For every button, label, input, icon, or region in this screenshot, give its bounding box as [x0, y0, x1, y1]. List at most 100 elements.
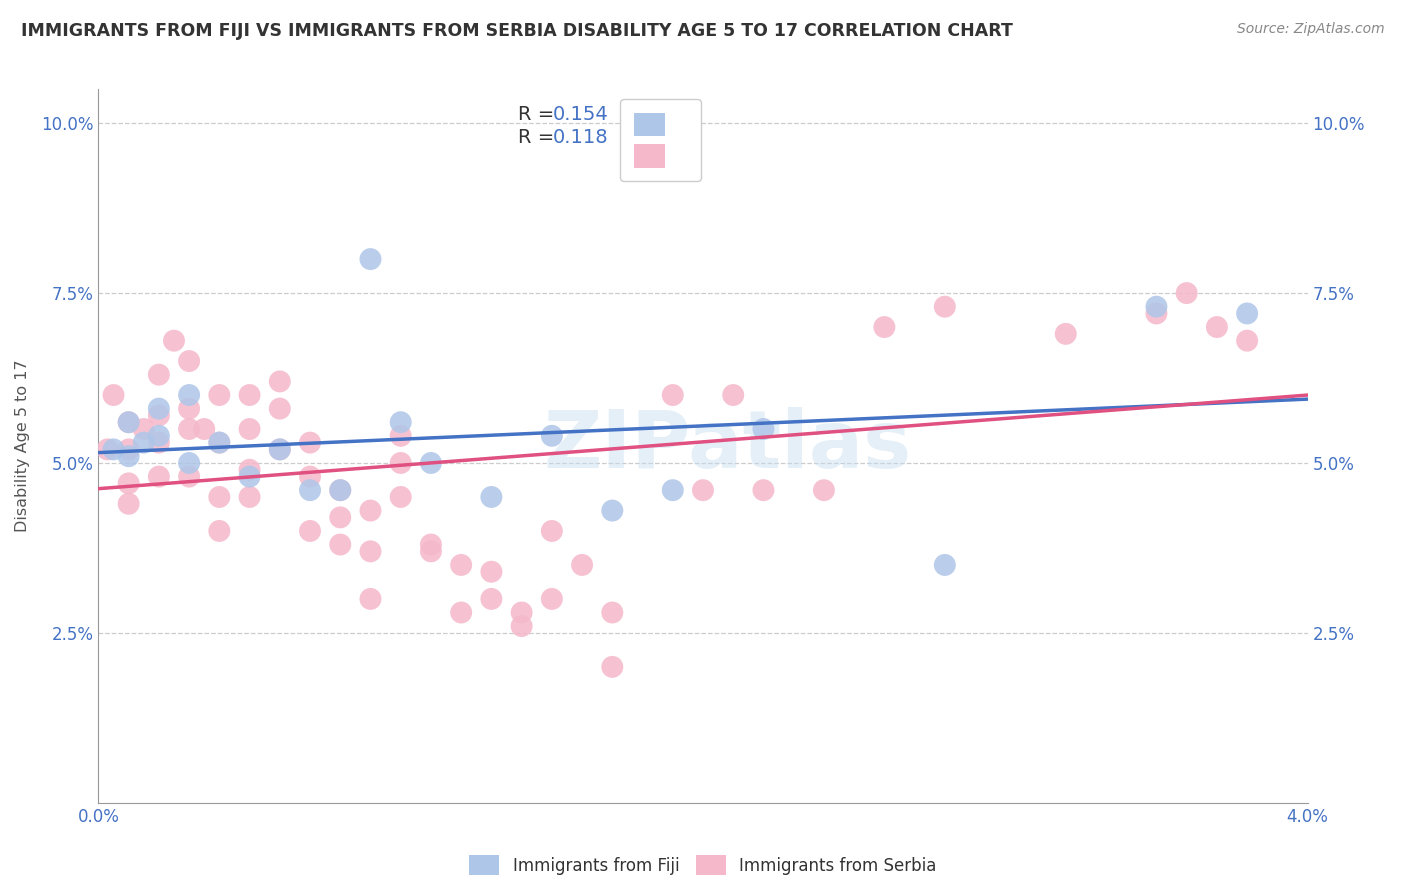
Point	[541, 591, 564, 606]
Point	[631, 150, 654, 164]
Text: ZIPatlas: ZIPatlas	[543, 407, 911, 485]
Point	[208, 435, 231, 450]
Point	[163, 334, 186, 348]
Point	[329, 483, 352, 498]
Point	[510, 606, 533, 620]
Point	[103, 442, 125, 457]
Text: Source: ZipAtlas.com: Source: ZipAtlas.com	[1237, 22, 1385, 37]
Point	[450, 606, 472, 620]
Point	[752, 483, 775, 498]
Point	[873, 320, 896, 334]
Point	[389, 490, 412, 504]
Point	[118, 415, 141, 429]
Point	[360, 591, 382, 606]
Point	[602, 660, 624, 674]
Point	[450, 558, 472, 572]
Text: N =: N =	[606, 104, 662, 124]
Point	[692, 483, 714, 498]
Point	[662, 388, 685, 402]
Point	[389, 456, 412, 470]
Point	[329, 510, 352, 524]
Point	[752, 422, 775, 436]
Point	[481, 591, 503, 606]
Point	[389, 415, 412, 429]
Text: 24: 24	[645, 104, 669, 124]
Point	[299, 524, 322, 538]
Point	[239, 388, 262, 402]
Point	[602, 606, 624, 620]
Point	[118, 497, 141, 511]
Point	[193, 422, 215, 436]
Text: R =: R =	[517, 128, 561, 147]
Text: 0.154: 0.154	[553, 104, 609, 124]
Point	[269, 375, 291, 389]
Point	[1236, 306, 1258, 320]
Point	[510, 619, 533, 633]
Point	[148, 401, 170, 416]
Point	[723, 388, 745, 402]
Point	[662, 483, 685, 498]
Point	[1236, 334, 1258, 348]
Point	[934, 558, 956, 572]
Point	[420, 537, 443, 551]
Point	[541, 524, 564, 538]
Point	[179, 354, 201, 368]
Point	[602, 503, 624, 517]
Point	[269, 401, 291, 416]
Point	[934, 300, 956, 314]
Point	[329, 483, 352, 498]
Point	[239, 469, 262, 483]
Point	[1175, 286, 1198, 301]
Point	[148, 368, 170, 382]
Point	[360, 544, 382, 558]
Point	[269, 442, 291, 457]
Point	[239, 490, 262, 504]
Point	[179, 456, 201, 470]
Point	[179, 401, 201, 416]
Point	[132, 435, 155, 450]
Point	[420, 456, 443, 470]
Point	[103, 388, 125, 402]
Point	[132, 422, 155, 436]
Point	[96, 442, 118, 457]
Text: N =: N =	[606, 128, 662, 147]
Point	[389, 429, 412, 443]
Point	[571, 558, 593, 572]
Point	[118, 449, 141, 463]
Text: 66: 66	[645, 128, 669, 147]
Point	[239, 422, 262, 436]
Point	[179, 388, 201, 402]
Point	[1146, 300, 1168, 314]
Legend: Immigrants from Fiji, Immigrants from Serbia: Immigrants from Fiji, Immigrants from Se…	[463, 848, 943, 882]
Point	[360, 252, 382, 266]
Point	[1054, 326, 1077, 341]
Text: IMMIGRANTS FROM FIJI VS IMMIGRANTS FROM SERBIA DISABILITY AGE 5 TO 17 CORRELATIO: IMMIGRANTS FROM FIJI VS IMMIGRANTS FROM …	[21, 22, 1012, 40]
Point	[208, 490, 231, 504]
Point	[208, 524, 231, 538]
Point	[420, 544, 443, 558]
Point	[541, 429, 564, 443]
Point	[148, 409, 170, 423]
Point	[299, 469, 322, 483]
Point	[118, 476, 141, 491]
Text: 0.118: 0.118	[553, 128, 609, 147]
Point	[813, 483, 835, 498]
Point	[239, 463, 262, 477]
Point	[481, 490, 503, 504]
Point	[179, 469, 201, 483]
Point	[299, 483, 322, 498]
Point	[208, 435, 231, 450]
Point	[269, 442, 291, 457]
Text: R =: R =	[517, 104, 561, 124]
Point	[360, 503, 382, 517]
Point	[118, 415, 141, 429]
Point	[179, 422, 201, 436]
Y-axis label: Disability Age 5 to 17: Disability Age 5 to 17	[15, 359, 30, 533]
Point	[299, 435, 322, 450]
Point	[118, 442, 141, 457]
Point	[1206, 320, 1229, 334]
Point	[208, 388, 231, 402]
Point	[148, 435, 170, 450]
Point	[329, 537, 352, 551]
Point	[1146, 306, 1168, 320]
